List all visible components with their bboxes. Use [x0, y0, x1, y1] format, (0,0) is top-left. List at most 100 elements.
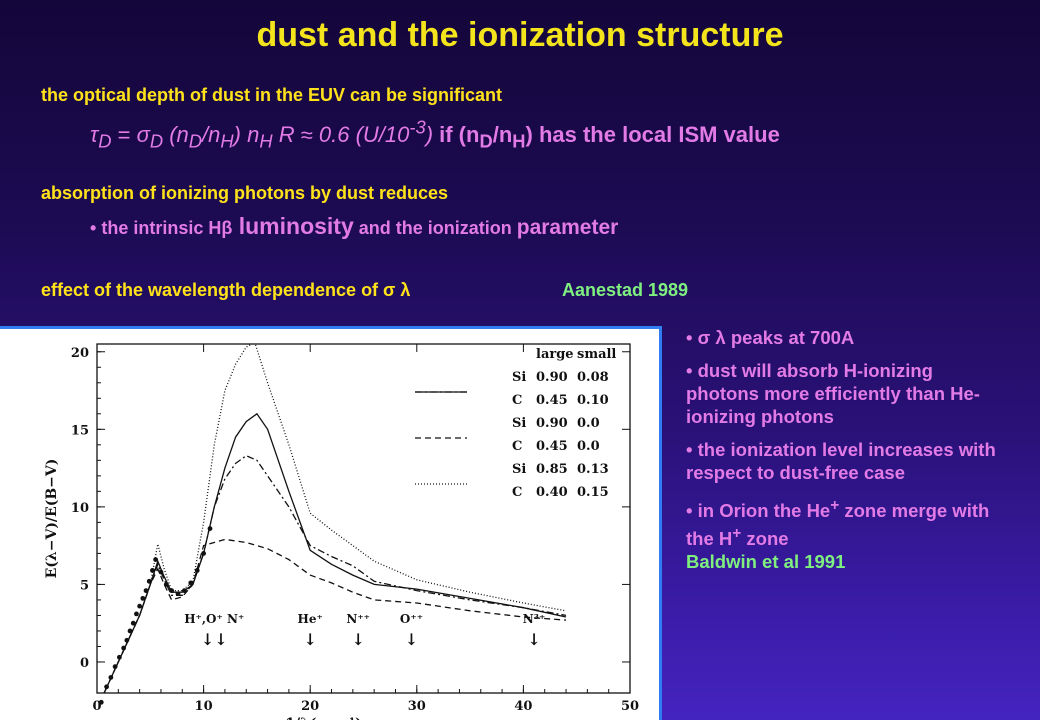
bullet-icon: • — [686, 360, 693, 381]
lum-text-large: luminosity — [232, 213, 354, 239]
edge-label: H⁺,O⁺ N⁺ — [184, 612, 244, 626]
legend-small: 0.13 — [577, 462, 609, 477]
eq-equals: = — [111, 122, 137, 148]
legend-large: 0.45 — [536, 439, 568, 454]
data-point — [137, 603, 143, 609]
side-text: zone merge with the H — [686, 500, 990, 550]
y-tick-label: 15 — [71, 423, 89, 438]
eq-sub: D — [149, 130, 164, 152]
legend-large: 0.90 — [536, 416, 568, 431]
series-line-3 — [103, 344, 567, 693]
equation-optical-depth: τD = σD (nD/nH) nH R ≈ 0.6 (U/10-3) if (… — [90, 117, 780, 153]
legend-comp: Si — [512, 370, 526, 385]
edge-arrow: ↓↓ — [201, 630, 228, 649]
data-point — [188, 580, 194, 586]
legend-comp: Si — [512, 462, 526, 477]
eq-part: /n — [202, 122, 221, 148]
x-tick-label: 50 — [621, 699, 639, 714]
eq-sub: H — [512, 130, 526, 152]
reference-baldwin: Baldwin et al 1991 — [686, 551, 846, 573]
x-tick-label: 20 — [301, 699, 319, 714]
side-text: zone — [741, 528, 789, 550]
y-axis-label: E(λ−V)/E(B−V) — [44, 459, 60, 579]
y-tick-label: 0 — [80, 656, 89, 671]
legend-small: 0.10 — [577, 393, 609, 408]
eq-part: ) n — [233, 122, 260, 148]
y-tick-label: 5 — [80, 578, 89, 593]
eq-sigma: σ — [136, 122, 150, 148]
legend-small: 0.08 — [577, 370, 609, 385]
bullet-intrinsic-luminosity: • the intrinsic Hβ luminosity and the io… — [90, 213, 618, 240]
side-sup: + — [732, 525, 742, 543]
eq-sub: D — [188, 130, 203, 152]
bullet-icon: • — [686, 439, 693, 460]
legend-header-small: small — [577, 347, 616, 362]
eq-tail: ) has the local ISM value — [525, 122, 780, 148]
side-item: • dust will absorb H-ionizing photons mo… — [686, 359, 1006, 428]
data-point — [130, 620, 136, 626]
edge-label: He⁺ — [298, 612, 323, 626]
x-tick-label: 30 — [408, 699, 426, 714]
data-point — [112, 664, 118, 670]
series-line-2 — [103, 538, 567, 693]
x-tick-label: 10 — [195, 699, 213, 714]
eq-sub: D — [98, 130, 112, 152]
data-point — [182, 588, 187, 594]
side-item: • σ λ peaks at 700A — [686, 326, 1006, 349]
data-point — [207, 526, 213, 531]
data-point — [153, 557, 159, 563]
eq-sub: H — [259, 130, 273, 152]
data-point — [143, 588, 149, 594]
data-point — [169, 588, 175, 594]
lum-beta: β — [221, 218, 233, 238]
x-axis-label: 1/λ(μm⁻¹) — [285, 716, 362, 720]
side-text: σ λ peaks at 700A — [697, 327, 855, 348]
eq-part: R — [272, 122, 301, 148]
legend-comp: C — [512, 439, 522, 454]
edge-arrow: ↓ — [405, 630, 418, 649]
eq-sup: -3 — [409, 117, 426, 138]
x-tick-label: 0 — [92, 699, 101, 714]
eq-approx: ≈ — [300, 122, 313, 148]
data-point — [194, 568, 200, 573]
y-tick-label: 20 — [71, 346, 89, 361]
eq-part: 0.6 (U/10 — [312, 122, 410, 148]
data-point — [134, 611, 139, 617]
extinction-plot: 0 10 20 30 40 50 0 5 10 15 20 1/λ(μm⁻¹) E(λ−V)/E(B−V… — [0, 326, 662, 720]
legend-small: 0.0 — [577, 416, 600, 431]
data-point — [158, 569, 164, 575]
eq-sub: H — [220, 130, 234, 152]
edge-arrow: ↓ — [527, 630, 540, 649]
data-point — [104, 684, 109, 690]
lum-text: and the ionization — [353, 218, 517, 238]
side-text: in Orion the He — [697, 500, 831, 522]
data-point — [98, 699, 104, 705]
eq-tail: /n — [492, 122, 513, 148]
reference-aanestad: Aanestad 1989 — [562, 280, 689, 300]
side-text: dust will absorb H-ionizing photons more… — [686, 360, 980, 427]
edge-label: N⁺⁺ — [346, 612, 370, 626]
text-line-optical-depth: the optical depth of dust in the EUV can… — [41, 85, 503, 105]
legend-comp: C — [512, 485, 522, 500]
data-point — [121, 645, 127, 651]
data-point — [127, 628, 133, 634]
legend-large: 0.90 — [536, 370, 568, 385]
bullet-icon: • — [90, 218, 97, 238]
data-point — [124, 637, 130, 643]
slide-title: dust and the ionization structure — [256, 16, 784, 54]
x-tick-label: 40 — [514, 699, 532, 714]
edge-arrow: ↓ — [351, 630, 364, 649]
eq-sub: D — [479, 130, 493, 152]
legend-large: 0.40 — [536, 485, 568, 500]
lum-text: the intrinsic H — [101, 218, 222, 238]
data-point — [201, 551, 207, 556]
series-line-1 — [103, 454, 567, 693]
text-line-wavelength: effect of the wavelength dependence of σ… — [41, 280, 411, 300]
legend-large: 0.45 — [536, 393, 568, 408]
bullet-icon: • — [686, 500, 693, 522]
eq-tau: τ — [90, 122, 99, 148]
legend-large: 0.85 — [536, 462, 568, 477]
side-item: • the ionization level increases with re… — [686, 438, 1006, 484]
data-point — [140, 595, 146, 601]
side-sup: + — [830, 497, 840, 514]
